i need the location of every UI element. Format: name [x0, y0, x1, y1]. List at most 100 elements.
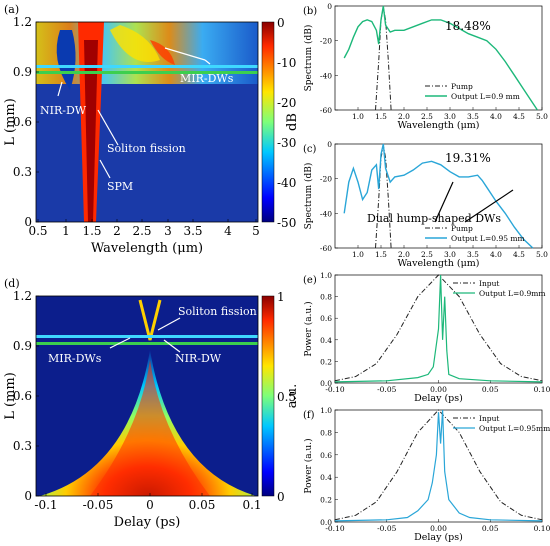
panel-a-x-tick-label: 0.5 [28, 224, 47, 238]
panel-b-percent-annotation: 18.48% [445, 19, 491, 33]
panel-d-colorbar-tick-label: 1 [277, 290, 285, 304]
panel-d-x-tick-label: 0 [146, 498, 154, 512]
panel-f-label: (f) [303, 410, 315, 421]
panel-e-x-tick-label: 0.10 [534, 385, 550, 394]
panel-e-x-tick-label: 0.05 [482, 385, 499, 394]
panel-a-colorbar-tick-label: -20 [277, 96, 296, 110]
panel-d-y-tick-label: 1.2 [13, 289, 32, 303]
panel-b-x-tick-label: 2.5 [421, 112, 433, 121]
panel-c-y-axis-label: Spectrum (dB) [303, 163, 314, 230]
panel-c-x-tick-label: 5.0 [536, 250, 548, 259]
panel-e-legend-entry: Input [479, 279, 499, 288]
panel-e-y-tick-label: 0.6 [320, 314, 332, 323]
panel-d-annotations: Soliton fission MIR-DWs NIR-DW [48, 305, 257, 365]
panel-b-label: (b) [303, 6, 317, 17]
panel-b-x-tick-label: 3.0 [444, 112, 456, 121]
panel-a-x-tick-label: 2.5 [132, 224, 151, 238]
panel-f-y-axis-label: Power (a.u.) [303, 438, 314, 493]
panel-b-x-tick-label: 1.0 [352, 112, 364, 121]
panel-b-y-tick-label: 0 [327, 2, 332, 11]
panel-f-legend-entry: Output L=0.95mm [479, 424, 550, 433]
panel-d-y-tick-label: 0.9 [13, 339, 32, 353]
panel-a-x-tick-label: 3.5 [183, 224, 202, 238]
panel-a-colorbar-tick-label: -30 [277, 136, 296, 150]
panel-a-x-tick-label: 1.5 [82, 224, 101, 238]
panel-d-colorbar-ticks: 10.50 [277, 290, 296, 504]
panel-f-x-tick-label: 0.05 [482, 524, 499, 533]
panel-c-percent-annotation: 19.31% [445, 151, 491, 165]
panel-b-series-1 [375, 7, 392, 111]
panel-e-x-tick-label: 0.00 [430, 385, 447, 394]
panel-a-line-090 [36, 71, 258, 74]
panel-d-colorbar-tick-label: 0 [277, 490, 285, 504]
panel-a-yellow-lobe [110, 25, 160, 62]
panel-f-x-tick-label: -0.05 [377, 524, 396, 533]
panel-a-x-tick-label: 1 [62, 224, 70, 238]
panel-d-line-095 [36, 335, 258, 338]
panel-a-x-axis-label: Wavelength (μm) [91, 241, 203, 256]
panel-a-colorbar-tick-label: -50 [277, 216, 296, 230]
panel-e-legend-entry: Output L=0.9mm [479, 289, 545, 298]
panel-e-y-tick-label: 0.8 [320, 293, 332, 302]
panel-f-x-tick-label: 0.00 [430, 524, 447, 533]
panel-a-line-095 [36, 65, 258, 68]
panel-b-x-tick-label: 5.0 [536, 112, 548, 121]
panel-e-y-tick-label: 1.0 [320, 271, 332, 280]
panel-a-x-tick-label: 2 [113, 224, 121, 238]
panel-c-series-2 [343, 143, 534, 249]
panel-c-x-tick-label: 4.0 [490, 250, 502, 259]
panel-e: (e) -0.10 -0.05 0.00 0.05 0.10 0.0 0.2 0.4 0.6 0.8… [303, 271, 550, 404]
panel-c-label: (c) [303, 144, 317, 155]
panel-c-x-axis-label: Wavelength (μm) [397, 258, 479, 269]
panel-c-dw-annotation: Dual hump-shaped DWs [367, 212, 501, 225]
panel-f: (f) -0.10 -0.05 0.00 0.05 0.10 0.0 0.2 0.4 0.6 0.8… [303, 406, 550, 543]
panel-d-y-tick-label: 0.6 [13, 389, 32, 403]
panel-d-x-tick-label: -0.1 [34, 498, 57, 512]
annotation-nir-dw-d: NIR-DW [175, 352, 222, 365]
panel-c-x-tick-label: 1.0 [352, 250, 364, 259]
panel-f-x-tick-label: 0.10 [534, 524, 550, 533]
panel-d-colorbar-label: a.u. [285, 384, 300, 408]
panel-a-soliton-core [84, 40, 98, 222]
panel-f-y-tick-label: 1.0 [320, 406, 332, 415]
panel-d-x-tick-label: -0.05 [83, 498, 114, 512]
panel-d-x-tick-label: 0.1 [242, 498, 261, 512]
panel-d-line-090 [36, 342, 258, 345]
panel-f-y-tick-label: 0.8 [320, 428, 332, 437]
panel-a-label: (a) [4, 3, 19, 16]
panel-d-axes: -0.1 -0.05 0 0.05 0.1 0 0.3 0.6 0.9 1.2 Delay (ps)… [3, 289, 262, 530]
panel-a-y-tick-label: 0.9 [13, 65, 32, 79]
panel-d-y-tick-label: 0.3 [13, 439, 32, 453]
annotation-spm: SPM [107, 180, 133, 193]
panel-d-x-axis-label: Delay (ps) [114, 515, 181, 530]
panel-c-x-tick-label: 4.5 [513, 250, 525, 259]
panel-d-colorbar [261, 295, 275, 497]
panel-b-legend-entry: Pump [451, 82, 473, 91]
panel-f-x-tick-label: -0.10 [325, 524, 344, 533]
panel-e-label: (e) [303, 275, 317, 286]
panel-f-y-tick-label: 0.0 [320, 518, 332, 527]
panel-c-y-tick-label: -40 [320, 209, 332, 218]
annotation-soliton-fission: Soliton fission [107, 142, 186, 155]
panel-d-colorbar-tick-label: 0.5 [277, 390, 296, 404]
panel-a-y-tick-label: 1.2 [13, 15, 32, 29]
panel-e-y-tick-label: 0.4 [320, 336, 332, 345]
panel-a-x-tick-label: 4 [224, 224, 232, 238]
panel-c-series-1 [375, 145, 392, 249]
panel-c-y-tick-label: -60 [320, 244, 332, 253]
panel-a-axes: 0.5 1 1.5 2 2.5 3 3.5 4 5 0 0.3 0.6 0.9 1.2 Wavelength… [3, 15, 260, 256]
panel-f-series-2 [334, 409, 543, 522]
panel-a-colorbar-tick-label: -40 [277, 176, 296, 190]
panel-b-legend-entry: Output L=0.9 mm [451, 92, 520, 101]
panel-a-x-tick-label: 3 [164, 224, 172, 238]
panel-a-x-tick-label: 5 [252, 224, 260, 238]
panel-b-frame [334, 5, 543, 111]
panel-c: (c) 1.0 1.5 2.0 2.5 3.0 3.5 4.0 4.5 5.0 0 -20 -40 -60… [303, 140, 548, 269]
panel-b-x-tick-label: 4.5 [513, 112, 525, 121]
panel-f-series-1 [334, 409, 543, 521]
panel-a-y-tick-label: 0 [24, 215, 32, 229]
panel-a-colorbar-tick-label: 0 [277, 16, 285, 30]
panel-b-x-axis-label: Wavelength (μm) [397, 120, 479, 131]
panel-d-x-tick-label: 0.05 [189, 498, 216, 512]
panel-f-x-axis-label: Delay (ps) [414, 532, 463, 542]
